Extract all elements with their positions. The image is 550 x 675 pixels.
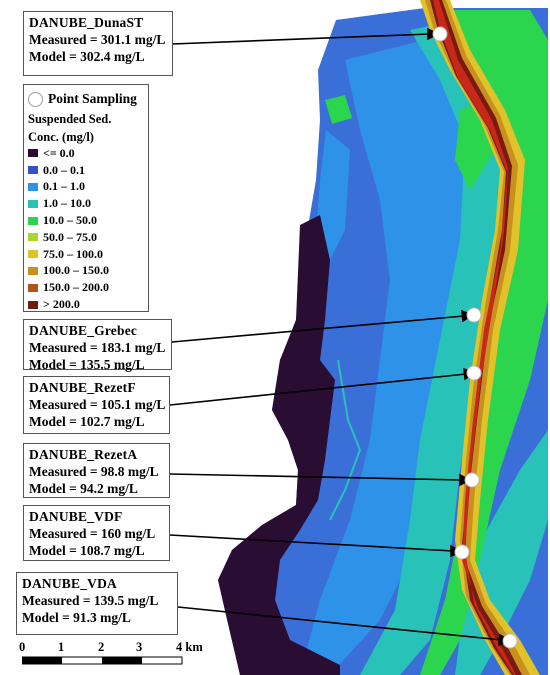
legend-class-label: > 200.0 bbox=[43, 297, 80, 312]
legend-point-label: Point Sampling bbox=[48, 91, 137, 106]
sampling-points bbox=[432, 26, 518, 649]
zone-light-blue-2 bbox=[315, 130, 350, 260]
legend-title-line2: Conc. (mg/l) bbox=[28, 130, 94, 144]
channel-trace bbox=[329, 359, 362, 521]
station-box-rezeta: DANUBE_RezetA Measured = 98.8 mg/L Model… bbox=[23, 443, 170, 498]
legend-swatch bbox=[28, 233, 38, 242]
legend-class-label: 100.0 – 150.0 bbox=[43, 263, 109, 278]
station-name: DANUBE_DunaST bbox=[29, 15, 144, 30]
legend-swatch bbox=[28, 283, 38, 292]
scale-tick-3: 3 bbox=[136, 640, 143, 654]
station-model: Model = 135.5 mg/L bbox=[29, 357, 145, 372]
station-box-vda: DANUBE_VDA Measured = 139.5 mg/L Model =… bbox=[16, 572, 178, 635]
zone-orange bbox=[425, 0, 530, 675]
legend-swatch bbox=[28, 250, 38, 259]
scale-tick-4: 4 km bbox=[176, 640, 203, 654]
sampling-point-grebec bbox=[466, 307, 482, 323]
sampling-point-vdf bbox=[454, 544, 470, 560]
legend-class-label: <= 0.0 bbox=[43, 145, 75, 160]
scale-tick-0: 0 bbox=[19, 640, 26, 654]
station-measured: Measured = 139.5 mg/L bbox=[22, 593, 159, 608]
sampling-point-symbol bbox=[28, 91, 43, 107]
legend-point-sampling: Point Sampling bbox=[28, 89, 144, 109]
station-box-vdf: DANUBE_VDF Measured = 160 mg/L Model = 1… bbox=[23, 505, 170, 561]
legend-class-label: 10.0 – 50.0 bbox=[43, 213, 97, 228]
station-box-grebec: DANUBE_Grebec Measured = 183.1 mg/L Mode… bbox=[23, 319, 172, 372]
station-name: DANUBE_VDF bbox=[29, 509, 123, 524]
legend-class-row: 100.0 – 150.0 bbox=[28, 263, 144, 280]
sampling-point-rezetf bbox=[466, 365, 482, 381]
legend-swatch bbox=[28, 166, 38, 175]
scale-tick-1: 1 bbox=[58, 640, 65, 654]
station-model: Model = 91.3 mg/L bbox=[22, 610, 131, 625]
station-name: DANUBE_VDA bbox=[22, 576, 118, 591]
legend-class-row: > 200.0 bbox=[28, 296, 144, 313]
legend-class-row: 1.0 – 10.0 bbox=[28, 195, 144, 212]
legend-class-label: 75.0 – 100.0 bbox=[43, 246, 103, 261]
station-name: DANUBE_RezetF bbox=[29, 380, 136, 395]
legend-title-line1: Suspended Sed. bbox=[28, 112, 112, 126]
legend-class-row: 0.0 – 0.1 bbox=[28, 162, 144, 179]
legend-class-row: 75.0 – 100.0 bbox=[28, 246, 144, 263]
station-measured: Measured = 105.1 mg/L bbox=[29, 397, 166, 412]
station-measured: Measured = 301.1 mg/L bbox=[29, 32, 166, 47]
scale-bar-graphic bbox=[22, 656, 183, 665]
station-measured: Measured = 183.1 mg/L bbox=[29, 340, 166, 355]
legend-class-row: 50.0 – 75.0 bbox=[28, 229, 144, 246]
station-measured: Measured = 160 mg/L bbox=[29, 526, 156, 541]
legend: Point Sampling Suspended Sed. Conc. (mg/… bbox=[23, 84, 149, 312]
legend-swatch bbox=[28, 216, 38, 225]
legend-classes: <= 0.0 0.0 – 0.1 0.1 – 1.0 1.0 – 10.0 10.0 –… bbox=[28, 145, 144, 313]
station-name: DANUBE_Grebec bbox=[29, 323, 138, 338]
legend-class-row: <= 0.0 bbox=[28, 145, 144, 162]
legend-swatch bbox=[28, 199, 38, 208]
station-model: Model = 302.4 mg/L bbox=[29, 49, 145, 64]
legend-class-label: 150.0 – 200.0 bbox=[43, 280, 109, 295]
station-measured: Measured = 98.8 mg/L bbox=[29, 464, 159, 479]
scale-tick-2: 2 bbox=[98, 640, 105, 654]
sampling-point-dunast bbox=[432, 26, 448, 42]
legend-class-row: 0.1 – 1.0 bbox=[28, 179, 144, 196]
zone-teal bbox=[360, 20, 520, 675]
legend-swatch bbox=[28, 182, 38, 191]
zone-green-3 bbox=[325, 95, 352, 124]
legend-class-label: 50.0 – 75.0 bbox=[43, 229, 97, 244]
station-box-rezetf: DANUBE_RezetF Measured = 105.1 mg/L Mode… bbox=[23, 376, 170, 434]
sampling-point-rezeta bbox=[464, 472, 480, 488]
station-name: DANUBE_RezetA bbox=[29, 447, 138, 462]
legend-swatch bbox=[28, 149, 38, 158]
legend-class-row: 10.0 – 50.0 bbox=[28, 212, 144, 229]
legend-class-row: 150.0 – 200.0 bbox=[28, 279, 144, 296]
station-model: Model = 94.2 mg/L bbox=[29, 481, 138, 496]
sampling-point-vda bbox=[502, 633, 518, 649]
legend-swatch bbox=[28, 266, 38, 275]
legend-class-label: 0.0 – 0.1 bbox=[43, 162, 85, 177]
station-model: Model = 102.7 mg/L bbox=[29, 414, 145, 429]
scale-bar: 0 1 2 3 4 km bbox=[16, 640, 216, 670]
station-model: Model = 108.7 mg/L bbox=[29, 543, 145, 558]
station-box-dunast: DANUBE_DunaST Measured = 301.1 mg/L Mode… bbox=[23, 11, 173, 76]
legend-class-label: 1.0 – 10.0 bbox=[43, 196, 91, 211]
zone-light-blue bbox=[300, 40, 480, 675]
legend-swatch bbox=[28, 300, 38, 309]
legend-class-label: 0.1 – 1.0 bbox=[43, 179, 85, 194]
